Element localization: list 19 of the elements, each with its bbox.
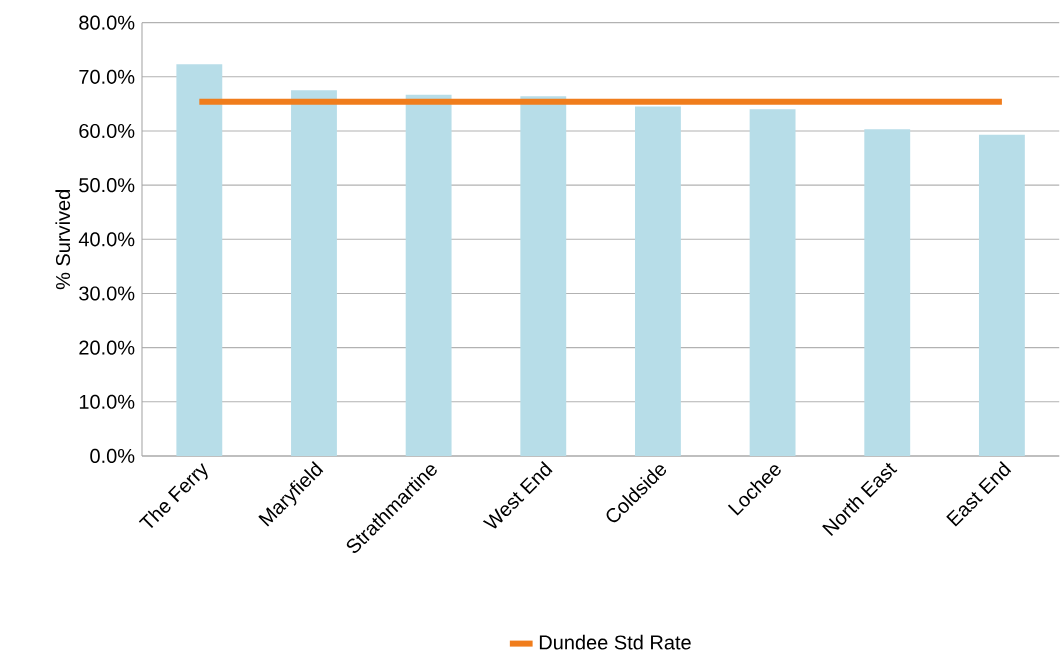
bar	[978, 134, 1025, 457]
y-tick-label: 0.0%	[90, 449, 135, 464]
y-tick-label: 70.0%	[79, 69, 135, 85]
bar	[635, 106, 681, 457]
legend-label: Dundee Std Rate	[539, 635, 691, 650]
y-axis-title: % Survived	[55, 190, 71, 290]
bar	[520, 96, 567, 457]
bar	[405, 94, 452, 457]
bar	[749, 109, 796, 457]
y-tick-label: 30.0%	[79, 286, 135, 301]
bar	[176, 64, 223, 457]
y-tick-label: 50.0%	[79, 178, 135, 193]
y-tick-label: 20.0%	[79, 340, 135, 355]
y-tick-label: 10.0%	[79, 394, 135, 410]
bar	[864, 129, 911, 457]
y-tick-label: 40.0%	[78, 232, 135, 247]
y-tick-label: 80.0%	[79, 15, 135, 30]
y-tick-label: 60.0%	[79, 124, 135, 139]
bar	[291, 90, 337, 457]
